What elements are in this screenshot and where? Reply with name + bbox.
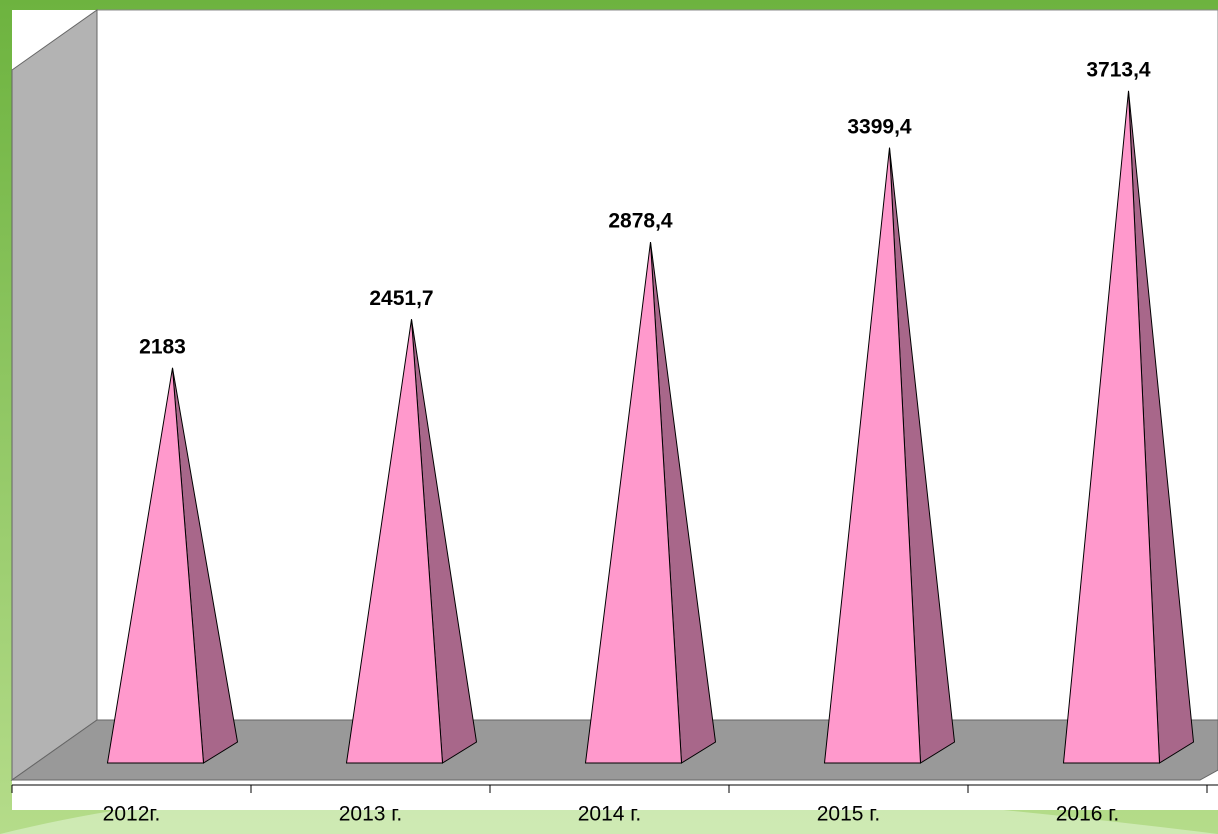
value-label: 3713,4 (1086, 58, 1151, 81)
pyramid-front (823, 147, 922, 764)
pyramid (584, 241, 717, 764)
value-label: 2183 (139, 335, 186, 358)
pyramid-front (584, 241, 683, 764)
x-tick-label: 2016 г. (1056, 803, 1119, 826)
pyramid (345, 319, 478, 764)
value-label: 2878,4 (608, 210, 673, 233)
side-wall (11, 9, 98, 781)
x-tick-label: 2015 г. (817, 803, 880, 826)
value-label: 2451,7 (369, 287, 433, 310)
pyramid (823, 147, 956, 764)
x-tick-label: 2012г. (103, 803, 161, 826)
pyramid (106, 367, 239, 764)
x-tick-label: 2014 г. (578, 803, 641, 826)
value-label: 3399,4 (847, 115, 912, 138)
pyramid-front (1062, 90, 1161, 764)
pyramid-front (345, 319, 444, 764)
pyramid (1062, 90, 1195, 764)
x-tick-label: 2013 г. (339, 803, 402, 826)
pyramid-front (106, 367, 205, 764)
